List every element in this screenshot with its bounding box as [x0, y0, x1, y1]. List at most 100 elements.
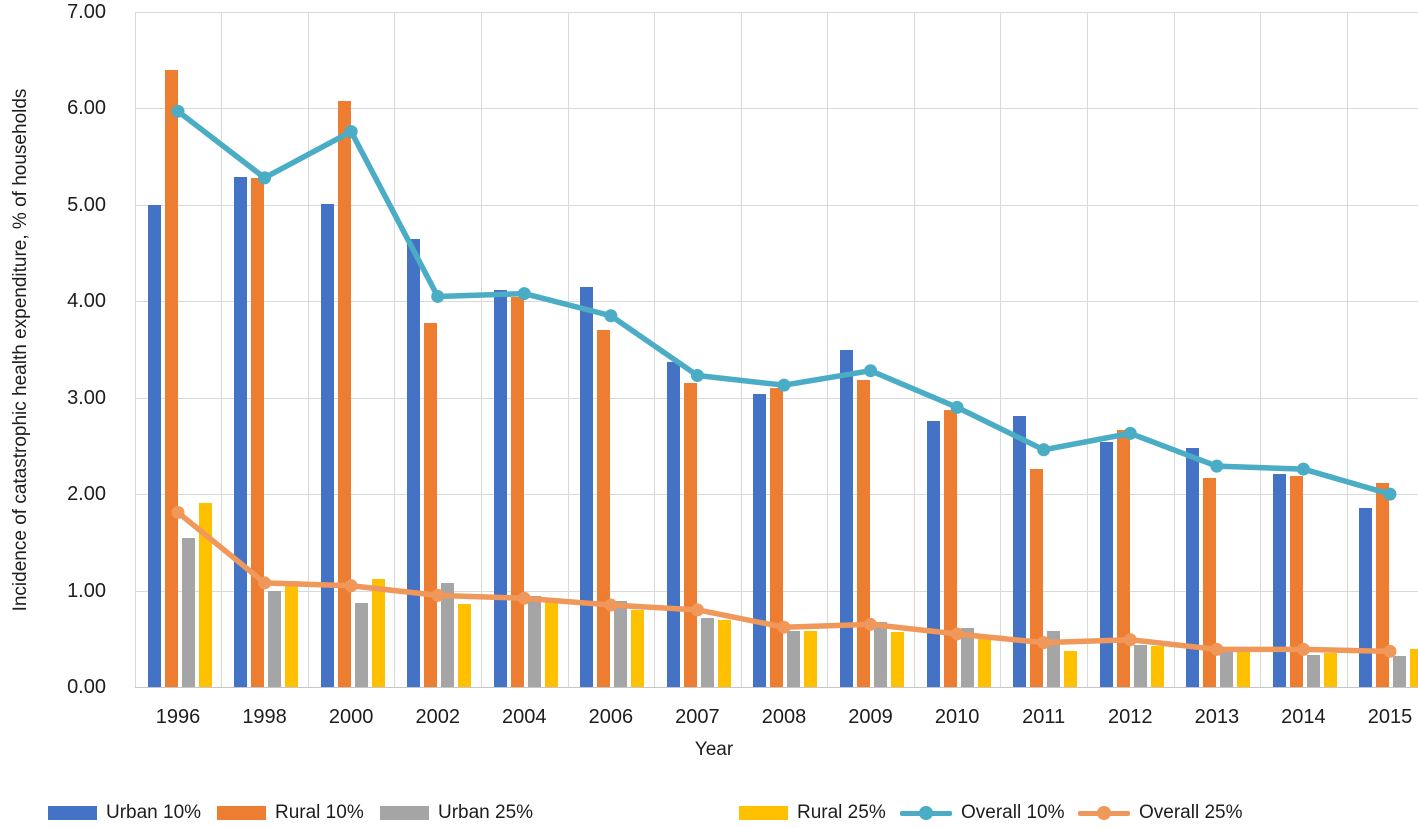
legend-swatch-icon — [380, 806, 429, 820]
gridline-vertical — [740, 12, 742, 687]
marker-overall-10- — [604, 309, 618, 323]
bar-rural-10- — [1030, 469, 1044, 687]
gridline-vertical — [221, 12, 223, 687]
gridline-vertical — [1260, 12, 1262, 687]
legend-swatch-icon — [900, 803, 952, 823]
y-axis-tick-label: 2.00 — [67, 483, 106, 506]
bar-urban-10- — [1359, 507, 1373, 687]
legend-item-overall-25-: Overall 25% — [1078, 799, 1243, 827]
x-axis-tick-label: 2009 — [848, 706, 893, 728]
x-axis-tick-label: 2008 — [761, 706, 807, 728]
gridline-vertical — [307, 12, 309, 687]
bar-rural-10- — [770, 388, 784, 687]
bar-rural-25- — [804, 631, 818, 687]
bar-urban-25- — [354, 603, 368, 687]
marker-overall-10- — [864, 364, 878, 378]
bar-rural-25- — [1410, 649, 1418, 687]
x-axis-tick-label: 2012 — [1108, 706, 1153, 728]
bar-rural-10- — [1116, 430, 1130, 687]
x-axis-tick-label: 2007 — [675, 706, 720, 728]
y-axis-tick-label: 7.00 — [67, 0, 106, 23]
y-axis-title: Incidence of catastrophic health expendi… — [10, 88, 31, 612]
bar-rural-10- — [1203, 477, 1217, 687]
bar-urban-25- — [181, 538, 195, 687]
bar-rural-10- — [1289, 475, 1303, 687]
bar-rural-10- — [510, 297, 524, 687]
x-axis-title: Year — [694, 739, 734, 760]
legend-swatch-icon — [217, 806, 266, 820]
marker-overall-10- — [1296, 462, 1310, 476]
bar-urban-10- — [1013, 416, 1027, 687]
bar-urban-10- — [926, 420, 940, 687]
x-axis-tick-label: 2002 — [415, 706, 460, 728]
line-overall-10- — [176, 109, 1391, 497]
gridline-vertical — [567, 12, 569, 687]
legend-label: Urban 10% — [106, 802, 202, 823]
x-axis-tick-label: 2013 — [1194, 706, 1240, 728]
bar-urban-10- — [147, 204, 161, 687]
bar-urban-25- — [441, 582, 455, 687]
x-axis-tick-label: 2014 — [1281, 706, 1326, 728]
bar-urban-25- — [1047, 631, 1061, 687]
bar-rural-10- — [424, 323, 438, 687]
gridline-horizontal — [134, 108, 1418, 110]
bar-urban-25- — [960, 628, 974, 687]
bar-urban-25- — [700, 617, 714, 687]
gridline-vertical — [1173, 12, 1175, 687]
bar-rural-25- — [891, 632, 905, 687]
gridline-vertical — [480, 12, 482, 687]
bar-urban-25- — [614, 601, 628, 687]
bar-rural-10- — [1376, 482, 1390, 687]
marker-overall-10- — [1037, 443, 1051, 457]
x-axis-tick-label: 1998 — [242, 706, 287, 728]
x-axis-tick-label: 2006 — [588, 706, 634, 728]
bar-urban-25- — [527, 596, 541, 687]
bar-rural-10- — [683, 383, 697, 687]
bar-rural-25- — [1064, 651, 1078, 687]
legend-item-rural-25-: Rural 25% — [739, 799, 886, 827]
bar-urban-10- — [753, 393, 767, 687]
legend-item-rural-10-: Rural 10% — [217, 799, 364, 827]
legend-item-urban-10-: Urban 10% — [48, 799, 201, 827]
bar-rural-25- — [285, 580, 299, 687]
bar-urban-10- — [840, 350, 854, 687]
bar-rural-10- — [251, 177, 265, 687]
bar-urban-10- — [320, 203, 334, 687]
legend-label: Overall 25% — [1139, 802, 1243, 823]
bar-urban-10- — [580, 286, 594, 687]
y-axis-tick-label: 3.00 — [67, 386, 106, 409]
legend-item-urban-25-: Urban 25% — [380, 799, 533, 827]
bar-urban-10- — [234, 176, 248, 687]
bar-rural-25- — [458, 604, 472, 687]
bar-urban-10- — [1186, 447, 1200, 687]
legend-label: Urban 25% — [438, 802, 534, 823]
gridline-vertical — [827, 12, 829, 687]
gridline-vertical — [394, 12, 396, 687]
bar-rural-10- — [857, 380, 871, 687]
y-axis-tick-label: 4.00 — [67, 290, 106, 313]
bar-rural-25- — [631, 609, 645, 687]
legend-label: Rural 10% — [275, 802, 364, 823]
gridline-vertical — [1000, 12, 1002, 687]
bar-urban-10- — [666, 362, 680, 687]
bar-urban-10- — [1272, 473, 1286, 687]
bar-rural-10- — [164, 69, 178, 687]
bar-rural-25- — [198, 502, 212, 687]
gridline-horizontal — [134, 687, 1418, 688]
bar-rural-25- — [544, 602, 558, 687]
bar-urban-25- — [1133, 644, 1147, 687]
x-axis-tick-label: 2011 — [1022, 706, 1066, 728]
bar-urban-10- — [407, 238, 421, 687]
bar-urban-10- — [493, 289, 507, 687]
gridline-vertical — [1086, 12, 1088, 687]
bar-rural-25- — [1237, 652, 1251, 687]
gridline-vertical — [654, 12, 656, 687]
bar-urban-25- — [874, 622, 888, 687]
gridline-vertical — [134, 12, 136, 687]
bar-urban-25- — [268, 590, 282, 687]
legend-swatch-icon — [1078, 803, 1130, 823]
gridline-vertical — [913, 12, 915, 687]
marker-overall-10- — [690, 369, 704, 383]
y-axis-tick-label: 5.00 — [67, 193, 106, 216]
